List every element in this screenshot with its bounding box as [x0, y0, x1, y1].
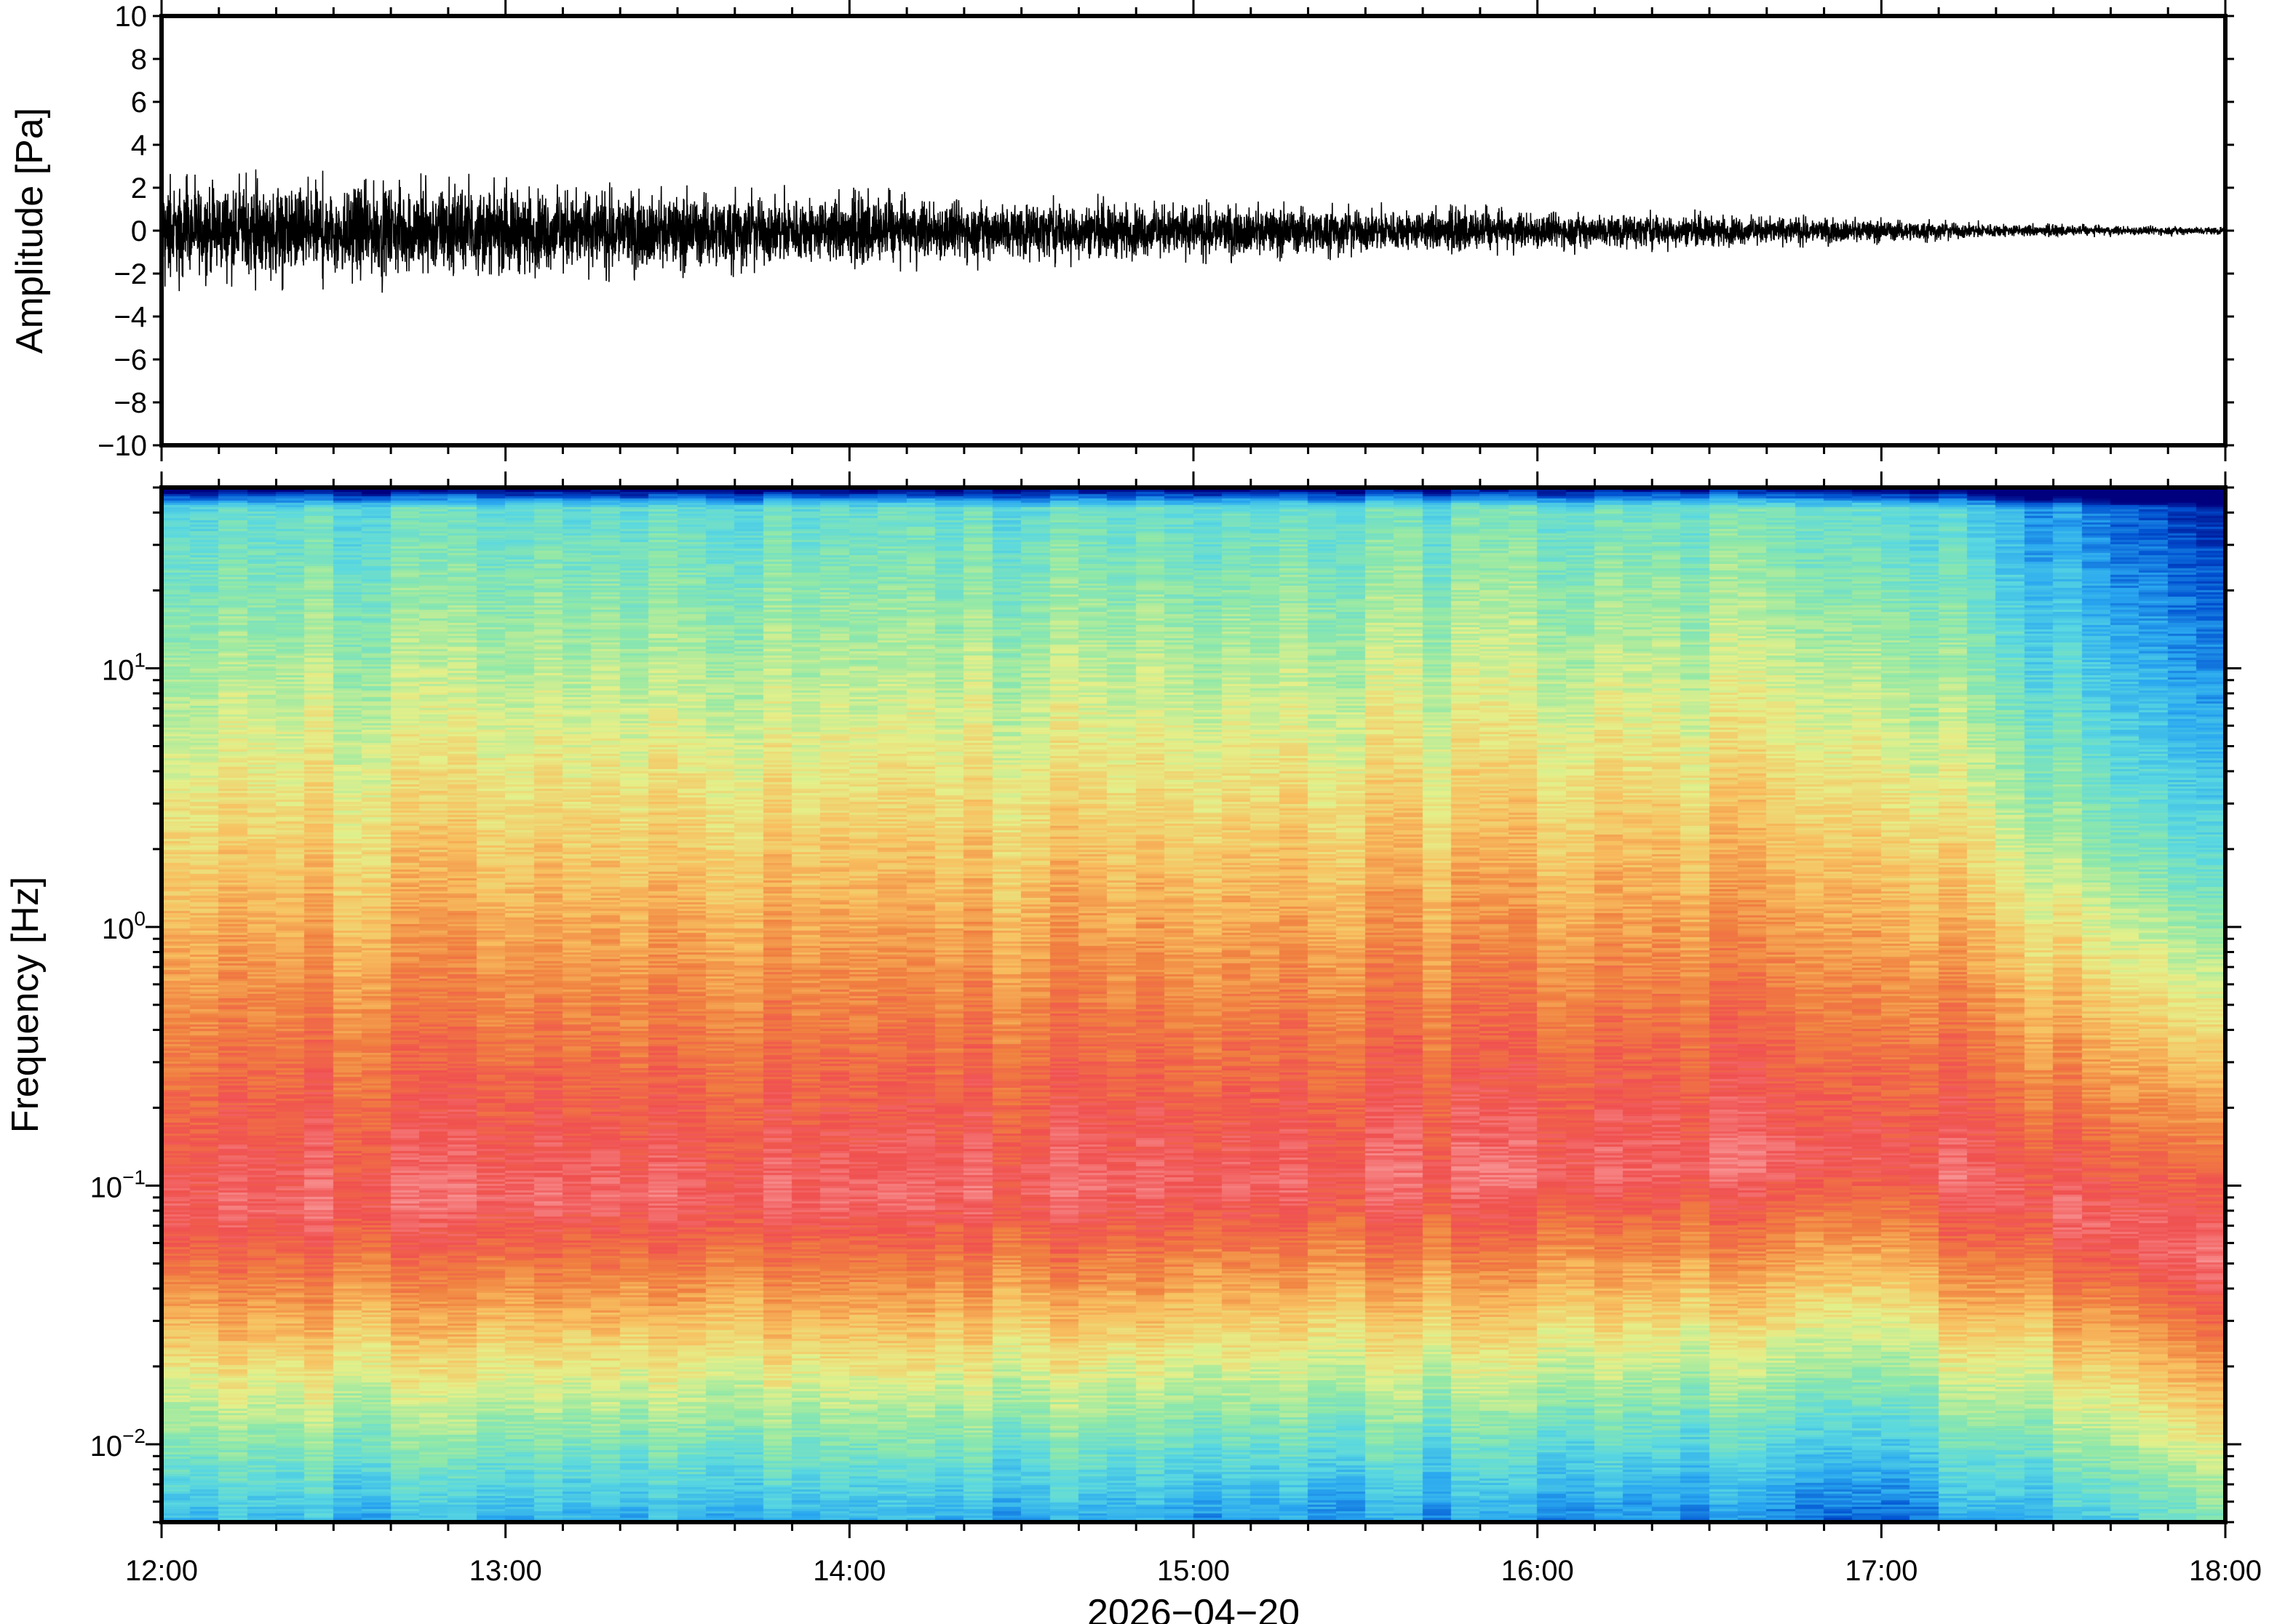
y-tick-label: 10−1	[90, 1166, 146, 1203]
y-tick-label: −10	[98, 430, 147, 462]
y-tick-label: 101	[102, 648, 146, 686]
y-tick-label: −8	[114, 387, 147, 419]
x-tick-label: 13:00	[469, 1555, 542, 1587]
y-tick-label: −4	[114, 301, 147, 333]
x-tick-label: 17:00	[1845, 1555, 1918, 1587]
y-tick-label: 6	[131, 87, 147, 119]
y-tick-label: 10	[115, 1, 148, 33]
x-tick-label: 18:00	[2189, 1555, 2262, 1587]
x-tick-label: 16:00	[1501, 1555, 1574, 1587]
spectrogram-frame	[159, 485, 2228, 1524]
x-tick-label: 12:00	[125, 1555, 198, 1587]
y-tick-label: 8	[131, 44, 147, 76]
spectrogram-y-ticks: 10−2 10−1 100 101	[90, 486, 2241, 1524]
spectrogram-heatmap	[162, 487, 2225, 1522]
y-tick-label: 2	[131, 172, 147, 204]
spectrogram-x-ticks: 12:00 13:00 14:00 15:00 16:00 17:00 18:00	[125, 471, 2262, 1587]
x-tick-label: 15:00	[1157, 1555, 1230, 1587]
y-tick-label: 0	[131, 215, 147, 247]
x-tick-label: 14:00	[813, 1555, 886, 1587]
y-tick-label: 10−2	[90, 1425, 146, 1462]
y-tick-label: 100	[102, 907, 146, 945]
spectrogram-y-axis-label: Frequency [Hz]	[4, 877, 47, 1134]
y-tick-label: −2	[114, 258, 147, 290]
waveform-frame	[159, 14, 2228, 447]
waveform-y-axis-label: Amplitude [Pa]	[9, 108, 51, 354]
y-tick-label: −6	[114, 344, 147, 376]
waveform-y-ticks: 10 8 6 4 2 0 −2 −4 −6 −8 −10	[98, 1, 2234, 462]
spectrogram-x-axis-label: 2026−04−20	[1087, 1592, 1300, 1624]
waveform-panel: 10 8 6 4 2 0 −2 −4 −6 −8 −10 Amplitude [Pa]	[9, 0, 2234, 462]
spectrogram-panel: 10−2 10−1 100 101 12:00 13:00 14:00 15:00 16:00…	[4, 471, 2262, 1624]
y-tick-label: 4	[131, 130, 147, 162]
waveform-line	[161, 169, 2226, 293]
